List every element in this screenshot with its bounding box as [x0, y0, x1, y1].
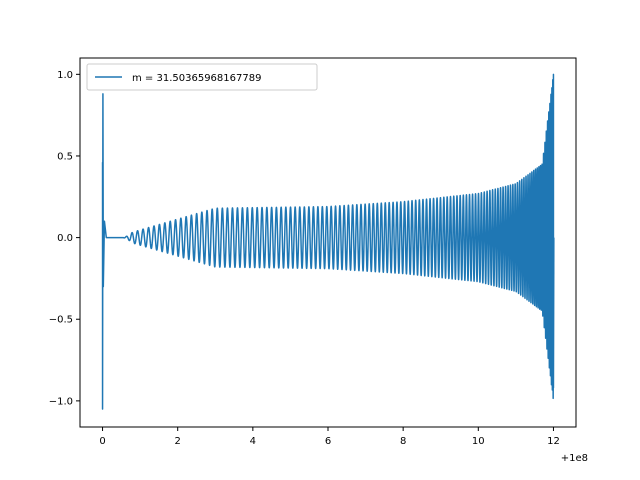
x-tick-label: 4	[250, 436, 256, 447]
y-tick-label: 0.5	[57, 151, 73, 162]
x-tick-label: 12	[547, 436, 560, 447]
y-tick-label: 0.0	[57, 233, 73, 244]
y-tick-label: −1.0	[49, 396, 73, 407]
y-tick-label: 1.0	[57, 70, 73, 81]
x-axis-ticks: 0 2 4 6 8 10 12	[99, 427, 560, 447]
y-axis-ticks: −1.0 −0.5 0.0 0.5 1.0	[49, 70, 80, 407]
series-layer	[101, 73, 555, 410]
y-tick-label: −0.5	[49, 315, 73, 326]
x-tick-label: 2	[175, 436, 181, 447]
x-tick-label: 10	[472, 436, 485, 447]
x-tick-label: 0	[99, 436, 105, 447]
x-tick-label: 8	[400, 436, 406, 447]
x-tick-label: 6	[325, 436, 331, 447]
legend: m = 31.50365968167789	[86, 63, 318, 91]
series-line	[101, 73, 555, 410]
x-axis-offset-label: +1e8	[561, 453, 588, 464]
legend-label: m = 31.50365968167789	[132, 73, 261, 84]
legend-box	[86, 63, 318, 91]
